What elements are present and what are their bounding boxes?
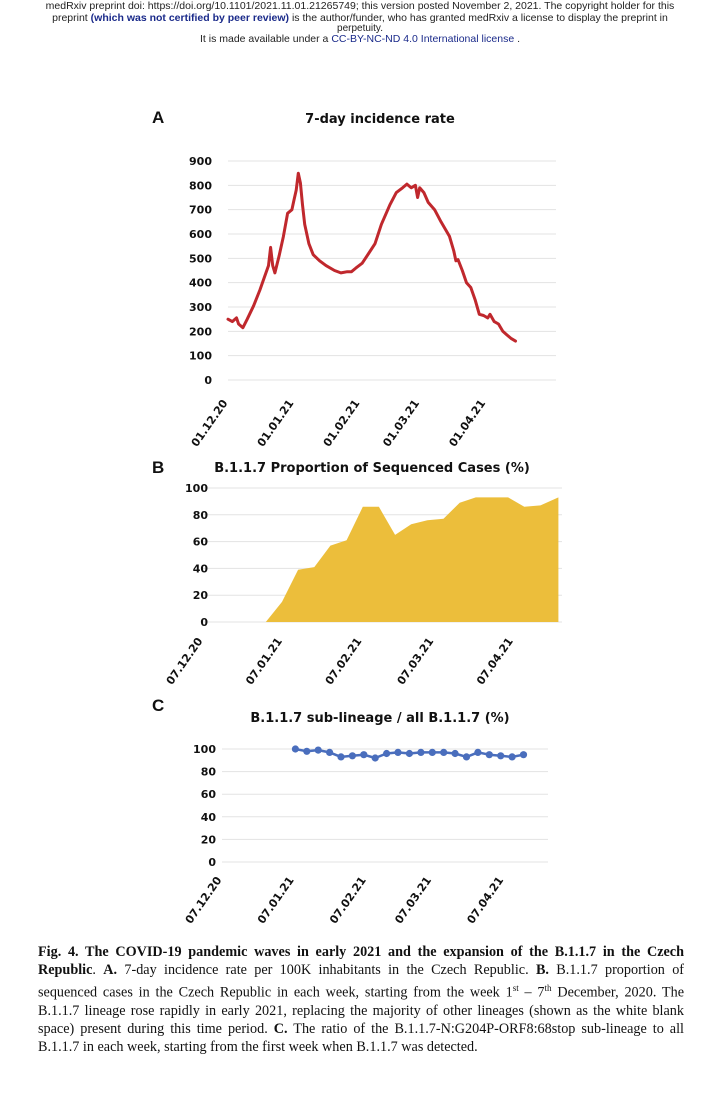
caption-c-text: The ratio of the B.1.1.7-N:G204P-ORF8:68… bbox=[38, 1020, 684, 1055]
proportion-sequenced-chart: B.1.1.7 Proportion of Sequenced Cases (%… bbox=[164, 461, 562, 687]
y-tick-label: 40 bbox=[201, 811, 217, 824]
panel-label-c: C bbox=[152, 696, 165, 715]
data-point bbox=[360, 751, 368, 759]
chart-title: B.1.1.7 sub-lineage / all B.1.1.7 (%) bbox=[250, 711, 509, 726]
data-point bbox=[405, 749, 413, 758]
data-point bbox=[508, 753, 516, 761]
y-tick-label: 80 bbox=[193, 509, 209, 522]
y-tick-label: 800 bbox=[189, 179, 212, 192]
x-tick-label: 07.02.21 bbox=[327, 874, 369, 926]
x-tick-label: 07.04.21 bbox=[474, 635, 516, 687]
data-point bbox=[519, 751, 528, 759]
x-tick-label: 01.12.20 bbox=[189, 397, 231, 449]
x-tick-label: 01.03.21 bbox=[380, 397, 422, 449]
caption-b-sup1: st bbox=[512, 983, 519, 993]
y-tick-label: 0 bbox=[208, 856, 216, 869]
sub-lineage-chart: B.1.1.7 sub-lineage / all B.1.1.7 (%) 100… bbox=[183, 711, 548, 926]
data-point bbox=[394, 748, 402, 756]
line-series bbox=[226, 171, 517, 343]
data-point bbox=[291, 745, 299, 753]
y-tick-label: 900 bbox=[189, 155, 212, 168]
y-tick-label: 700 bbox=[189, 204, 212, 217]
y-tick-label: 400 bbox=[189, 277, 212, 290]
caption-a-text: 7-day incidence rate per 100K inhabitant… bbox=[117, 962, 536, 978]
data-point bbox=[417, 748, 425, 756]
caption-a-label: A. bbox=[103, 962, 118, 978]
header-line2-post: is the author/funder, who has granted me… bbox=[289, 12, 668, 24]
y-tick-label: 100 bbox=[185, 482, 208, 495]
caption-figure-title: Fig. 4. The COVID-19 pandemic waves in e… bbox=[38, 944, 684, 978]
data-point bbox=[440, 748, 448, 756]
y-tick-label: 60 bbox=[193, 536, 209, 549]
x-tick-label: 07.03.21 bbox=[395, 635, 437, 687]
area-series bbox=[265, 497, 559, 622]
y-tick-label: 100 bbox=[189, 350, 212, 363]
data-point bbox=[314, 746, 322, 754]
x-tick-label: 07.12.20 bbox=[183, 874, 225, 926]
license-post: . bbox=[514, 33, 521, 45]
caption-b-text1: B.1.1.7 proportion of sequenced cases in… bbox=[38, 962, 685, 1001]
license-pre: It is made available under a bbox=[199, 33, 332, 45]
y-tick-label: 500 bbox=[189, 252, 212, 265]
x-tick-label: 01.04.21 bbox=[446, 397, 488, 449]
panel-label-a: A bbox=[152, 108, 165, 127]
y-tick-label: 0 bbox=[204, 374, 212, 387]
data-point bbox=[462, 753, 471, 761]
caption-b-text2: – 7 bbox=[518, 984, 545, 1001]
y-tick-label: 200 bbox=[189, 325, 212, 338]
y-tick-label: 80 bbox=[201, 766, 217, 779]
x-tick-label: 07.02.21 bbox=[323, 635, 365, 687]
data-point bbox=[474, 748, 482, 756]
y-tick-label: 20 bbox=[193, 589, 209, 602]
header-line2-pre: preprint bbox=[52, 12, 91, 24]
y-tick-label: 20 bbox=[201, 833, 217, 846]
preprint-header: medRxiv preprint doi: https://doi.org/10… bbox=[0, 0, 720, 45]
y-tick-label: 600 bbox=[189, 228, 212, 241]
chart-title: 7-day incidence rate bbox=[305, 112, 455, 127]
x-tick-label: 07.03.21 bbox=[392, 874, 434, 926]
caption-b-label: B. bbox=[535, 962, 549, 978]
caption-b-sup2: th bbox=[544, 983, 552, 993]
y-tick-label: 100 bbox=[193, 743, 216, 756]
data-point bbox=[326, 748, 334, 756]
data-point bbox=[348, 752, 356, 760]
data-point bbox=[371, 754, 379, 762]
data-point bbox=[485, 751, 493, 759]
x-tick-label: 07.01.21 bbox=[243, 635, 285, 687]
peer-review-notice: (which was not certified by peer review) bbox=[90, 12, 290, 24]
chart-title: B.1.1.7 Proportion of Sequenced Cases (%… bbox=[214, 461, 530, 476]
y-tick-label: 0 bbox=[200, 616, 208, 629]
x-tick-label: 07.12.20 bbox=[164, 635, 206, 687]
data-point bbox=[383, 749, 391, 758]
data-point bbox=[303, 747, 311, 755]
x-tick-label: 01.02.21 bbox=[321, 397, 363, 449]
panel-label-b: B bbox=[152, 458, 165, 477]
figure-caption: Fig. 4. The COVID-19 pandemic waves in e… bbox=[38, 944, 685, 1055]
data-point bbox=[428, 748, 436, 756]
header-line-license: It is made available under a CC-BY-NC-ND… bbox=[0, 33, 720, 45]
data-point bbox=[497, 752, 505, 760]
data-point bbox=[451, 749, 459, 758]
license-link[interactable]: CC-BY-NC-ND 4.0 International license bbox=[331, 33, 515, 45]
y-tick-label: 60 bbox=[201, 788, 217, 801]
x-tick-label: 07.01.21 bbox=[255, 874, 297, 926]
x-tick-label: 01.01.21 bbox=[255, 397, 297, 449]
incidence-rate-chart: 7-day incidence rate 900 800 700 600 500 400 30… bbox=[189, 112, 556, 449]
caption-b-text3: December, 2020. The B.1.1.7 lineage rose… bbox=[38, 984, 684, 1037]
x-tick-label: 07.04.21 bbox=[465, 874, 507, 926]
header-line-doi: medRxiv preprint doi: https://doi.org/10… bbox=[45, 0, 675, 12]
data-point bbox=[337, 753, 345, 761]
y-tick-label: 40 bbox=[193, 562, 209, 575]
header-line-peer-review: preprint (which was not certified by pee… bbox=[0, 12, 720, 24]
y-tick-label: 300 bbox=[189, 301, 212, 314]
header-line-perpetuity: perpetuity. bbox=[337, 23, 383, 34]
caption-c-label: C. bbox=[273, 1020, 288, 1037]
